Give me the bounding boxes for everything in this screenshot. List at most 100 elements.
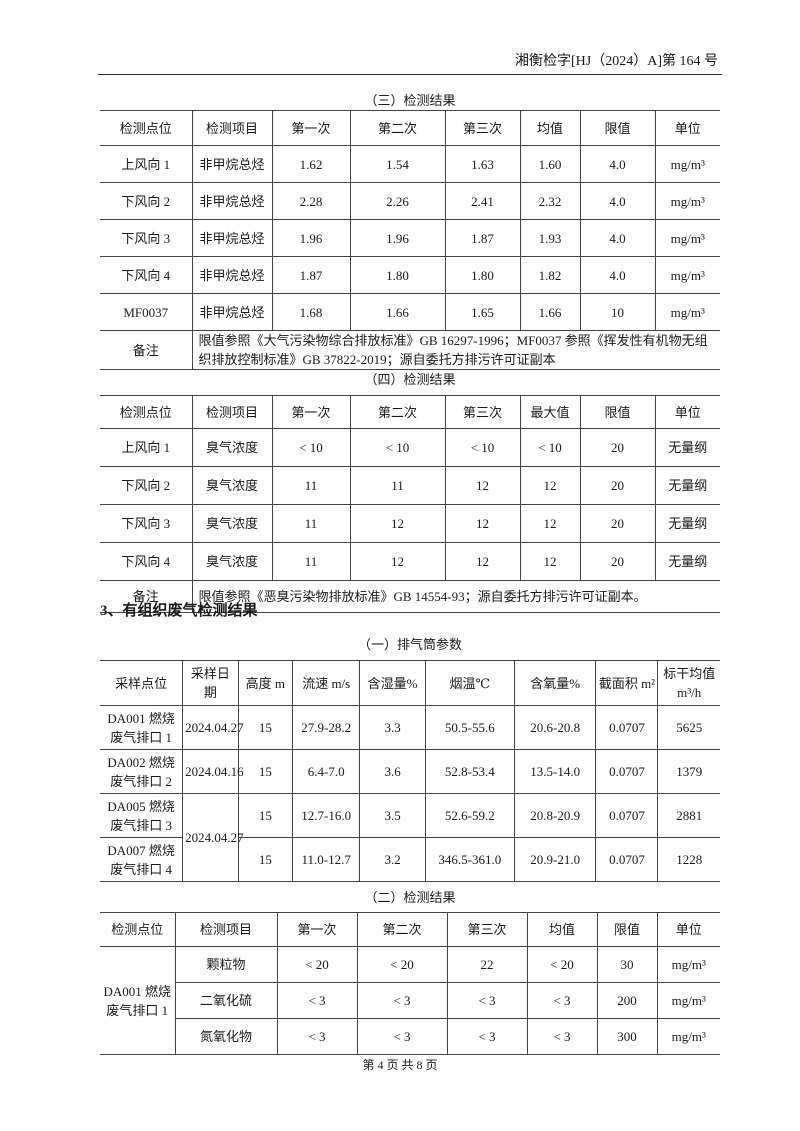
table-cell: 第一次 <box>276 912 358 947</box>
table-cell: 非甲烷总烃 <box>191 219 273 257</box>
table-cell: 20 <box>579 504 656 543</box>
table-cell: 1.80 <box>349 256 446 294</box>
table-cell: 12.7-16.0 <box>291 793 361 838</box>
table-cell: < 10 <box>349 428 446 467</box>
table-cell: 检测点位 <box>100 110 193 146</box>
table-cell: DA007 燃烧废气排口 4 <box>100 837 184 882</box>
table-cell: 20.6-20.8 <box>513 705 597 750</box>
table-cell: 下风向 4 <box>100 542 193 581</box>
table-cell: 20.9-21.0 <box>513 837 597 882</box>
stack-params-table: 采样点位 采样日期 高度 m 流速 m/s 含湿量% 烟温℃ 含氧量% 截面积 m² 标干均值 … <box>100 660 720 882</box>
table-cell: 单位 <box>654 395 720 429</box>
result2-caption: （二）检测结果 <box>364 890 456 905</box>
header-divider <box>98 74 722 75</box>
table-cell: 12 <box>444 542 521 581</box>
table-cell: 15 <box>237 749 294 794</box>
table-cell: 单位 <box>654 110 720 146</box>
table-cell: 截面积 m² <box>595 660 659 706</box>
table-row: 下风向 3 非甲烷总烃 1.96 1.96 1.87 1.93 4.0 mg/m³ <box>100 219 720 257</box>
table-cell: 下风向 2 <box>100 466 193 505</box>
table-cell: 二氧化硫 <box>175 982 278 1019</box>
table-cell: < 20 <box>356 946 448 983</box>
table-cell: mg/m³ <box>656 946 720 983</box>
table-cell: 下风向 3 <box>100 504 193 543</box>
table-cell: 13.5-14.0 <box>513 749 597 794</box>
table-cell: 备注 <box>100 580 193 613</box>
table-cell: mg/m³ <box>656 982 720 1019</box>
table-cell: 10 <box>579 293 656 331</box>
table-cell: 3.6 <box>359 749 426 794</box>
table-cell: 检测项目 <box>191 110 273 146</box>
table-cell: 4.0 <box>579 219 656 257</box>
table-cell: mg/m³ <box>654 219 720 257</box>
table-cell: 2881 <box>657 793 720 838</box>
table-cell: 0.0707 <box>595 749 659 794</box>
table-cell: 第三次 <box>444 110 521 146</box>
table-cell: 臭气浓度 <box>191 542 273 581</box>
page-footer: 第 4 页 共 8 页 <box>362 1058 438 1072</box>
table-cell: 300 <box>596 1018 658 1055</box>
table-row: DA007 燃烧废气排口 4 15 11.0-12.7 3.2 346.5-361.0 2… <box>100 837 720 882</box>
table-cell: 第二次 <box>349 110 446 146</box>
table-cell: 1228 <box>657 837 720 882</box>
table-cell: 200 <box>596 982 658 1019</box>
table-cell: < 20 <box>526 946 598 983</box>
table-cell: 均值 <box>526 912 598 947</box>
table-cell: 无量纲 <box>654 466 720 505</box>
table-cell: 3.2 <box>359 837 426 882</box>
table-cell: 12 <box>444 466 521 505</box>
table-cell: 20.8-20.9 <box>513 793 597 838</box>
table-cell: DA001 燃烧废气排口 1 <box>100 705 184 750</box>
table-cell: 1.66 <box>349 293 446 331</box>
table-cell: 11.0-12.7 <box>291 837 361 882</box>
table-cell: 15 <box>237 705 294 750</box>
table-cell: DA002 燃烧废气排口 2 <box>100 749 184 794</box>
table-cell: 5625 <box>657 705 720 750</box>
table-cell: 11 <box>349 466 446 505</box>
document-number: 湘衡检字[HJ（2024）A]第 164 号 <box>515 54 718 69</box>
table-row: 检测点位 检测项目 第一次 第二次 第三次 均值 限值 单位 <box>100 912 720 947</box>
table-row: 检测点位 检测项目 第一次 第二次 第三次 最大值 限值 单位 <box>100 395 720 429</box>
table-cell: 2024.04.16 <box>182 749 244 794</box>
table-cell: 1.96 <box>349 219 446 257</box>
table-cell: < 10 <box>519 428 581 467</box>
table-cell: mg/m³ <box>654 182 720 220</box>
stack-caption: （一）排气筒参数 <box>357 637 462 652</box>
table-cell: MF0037 <box>100 293 193 331</box>
table-cell: 4.0 <box>579 256 656 294</box>
table-cell: 12 <box>349 542 446 581</box>
table-cell: DA005 燃烧废气排口 3 <box>100 793 184 838</box>
table-cell: 11 <box>271 542 351 581</box>
table-cell: 高度 m <box>237 660 294 706</box>
table-cell: 第一次 <box>271 395 351 429</box>
table-row: 下风向 3 臭气浓度 11 12 12 12 20 无量纲 <box>100 504 720 543</box>
table-cell: 50.5-55.6 <box>424 705 515 750</box>
table-cell: 非甲烷总烃 <box>191 182 273 220</box>
table-row: 上风向 1 臭气浓度 < 10 < 10 < 10 < 10 20 无量纲 <box>100 428 720 467</box>
table-row: 备注 限值参照《大气污染物综合排放标准》GB 16297-1996；MF0037 … <box>100 330 720 370</box>
table-cell: 1.96 <box>271 219 351 257</box>
table-cell: 1.54 <box>349 145 446 183</box>
table-row: 下风向 4 臭气浓度 11 12 12 12 20 无量纲 <box>100 542 720 581</box>
table-cell: 限值 <box>579 395 656 429</box>
table-row: 下风向 2 非甲烷总烃 2.28 2.26 2.41 2.32 4.0 mg/m³ <box>100 182 720 220</box>
table-cell: 非甲烷总烃 <box>191 256 273 294</box>
table-row: 下风向 2 臭气浓度 11 11 12 12 20 无量纲 <box>100 466 720 505</box>
table-cell: 0.0707 <box>595 837 659 882</box>
table-cell: < 3 <box>276 982 358 1019</box>
table-cell: 限值 <box>596 912 658 947</box>
table-cell: 4.0 <box>579 182 656 220</box>
table-cell: 下风向 2 <box>100 182 193 220</box>
table-cell: 1.82 <box>519 256 581 294</box>
table-cell: 27.9-28.2 <box>291 705 361 750</box>
table-row: DA002 燃烧废气排口 2 2024.04.16 15 6.4-7.0 3.6 52.8… <box>100 749 720 794</box>
table-cell: < 20 <box>276 946 358 983</box>
table-cell: 12 <box>519 504 581 543</box>
table-cell: 11 <box>271 504 351 543</box>
table-cell: 2.28 <box>271 182 351 220</box>
table-cell: < 3 <box>526 1018 598 1055</box>
table-cell: 15 <box>237 837 294 882</box>
table-cell: 流速 m/s <box>291 660 361 706</box>
table-cell: 第三次 <box>446 912 528 947</box>
table-cell: 12 <box>444 504 521 543</box>
